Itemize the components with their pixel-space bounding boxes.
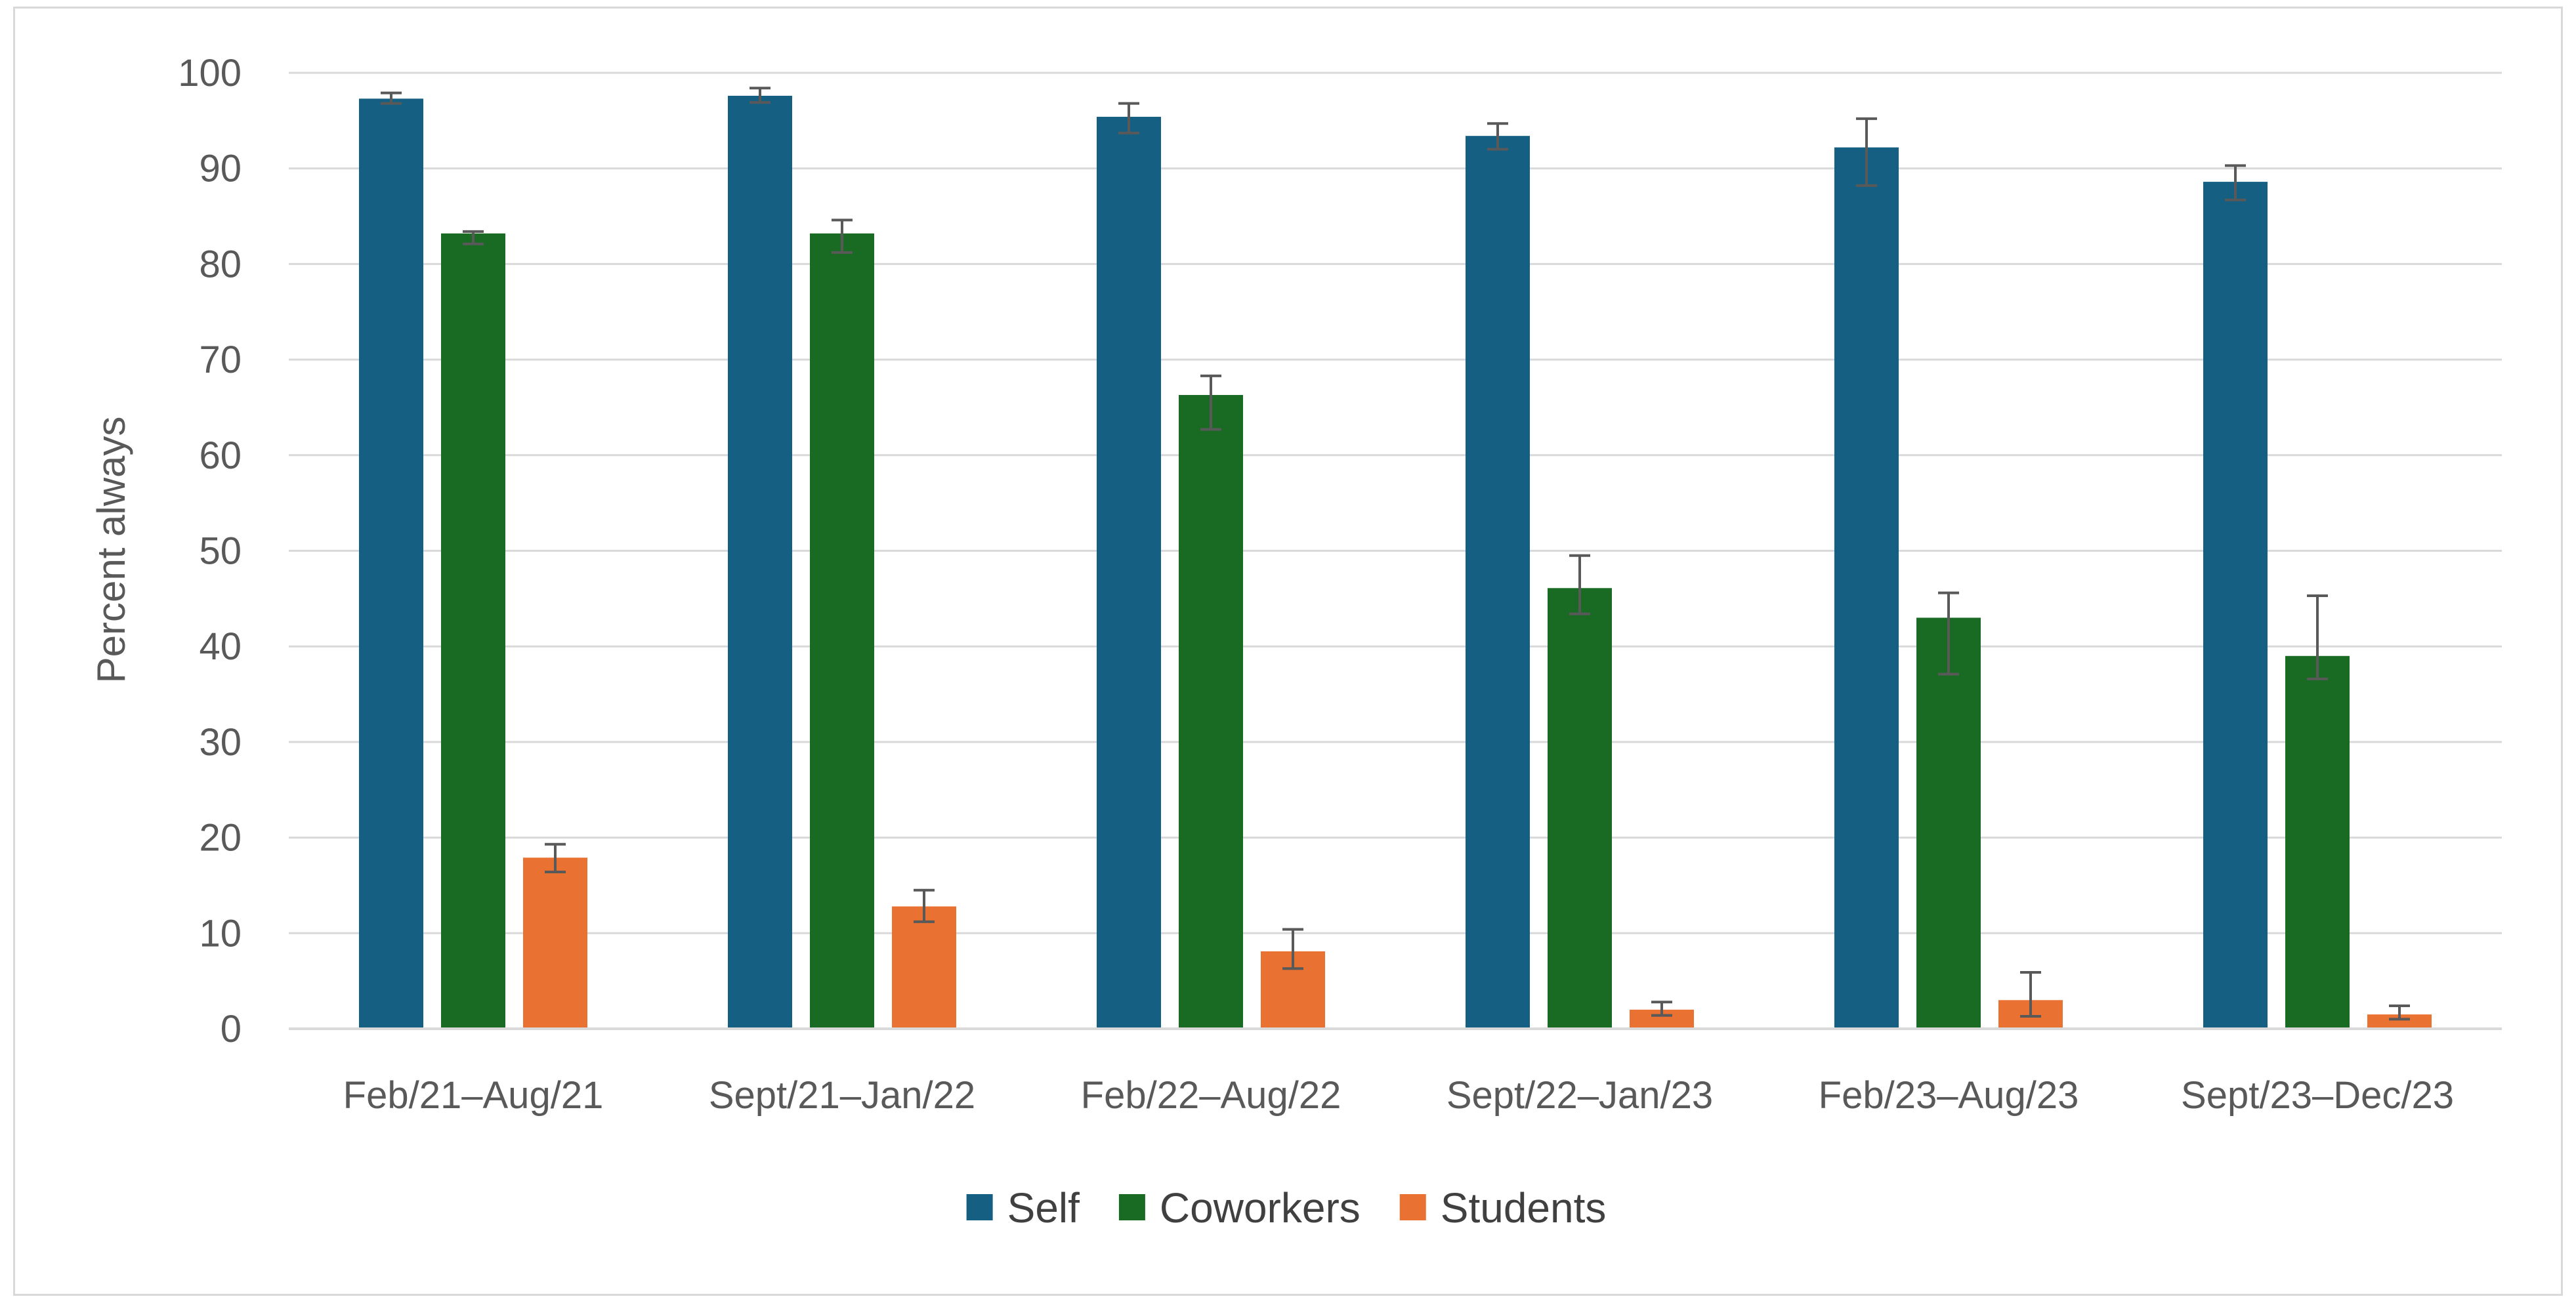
bar-self-2 [1097, 117, 1161, 1029]
bar-self-1 [728, 95, 792, 1029]
bar-self-3 [1466, 136, 1530, 1029]
x-tick-label: Sept/23–Dec/23 [2181, 1074, 2454, 1117]
bar-coworkers-3 [1548, 588, 1612, 1029]
bar-students-0 [523, 858, 587, 1029]
error-bars [381, 87, 2410, 1021]
x-tick-label: Sept/22–Jan/23 [1446, 1074, 1713, 1117]
legend-label: Coworkers [1160, 1184, 1361, 1232]
error-bar-self-3 [1487, 122, 1508, 151]
error-bar-students-0 [545, 842, 566, 874]
bar-coworkers-0 [441, 233, 505, 1029]
y-tick-label: 30 [199, 721, 242, 764]
y-tick-label: 50 [199, 530, 242, 573]
error-bar-coworkers-5 [2307, 594, 2328, 680]
bar-coworkers-1 [810, 233, 874, 1029]
y-tick-label: 10 [199, 912, 242, 955]
y-tick-label: 0 [221, 1008, 242, 1050]
error-bar-students-1 [914, 888, 935, 923]
legend-swatch [1118, 1194, 1145, 1220]
bar-coworkers-4 [1916, 617, 1981, 1029]
y-tick-label: 20 [199, 817, 242, 860]
legend-label: Students [1441, 1184, 1607, 1232]
error-bar-students-3 [1651, 1001, 1672, 1017]
error-bar-self-4 [1856, 117, 1877, 187]
bars [359, 95, 2432, 1029]
x-tick-label: Sept/21–Jan/22 [709, 1074, 975, 1117]
y-tick-label: 80 [199, 243, 242, 285]
legend-item-coworkers: Coworkers [1118, 1184, 1361, 1232]
x-tick-label: Feb/22–Aug/22 [1081, 1074, 1341, 1117]
y-tick-label: 90 [199, 148, 242, 190]
legend-item-students: Students [1399, 1184, 1607, 1232]
error-bar-coworkers-2 [1200, 374, 1221, 431]
y-tick-label: 70 [199, 339, 242, 381]
error-bar-students-4 [2020, 971, 2041, 1018]
error-bar-coworkers-3 [1569, 554, 1590, 615]
error-bar-self-5 [2225, 164, 2246, 201]
legend-item-self: Self [966, 1184, 1080, 1232]
y-tick-label: 100 [178, 52, 242, 94]
y-axis-ticks: 0 10 20 30 40 50 60 70 80 90 100 [178, 52, 242, 1050]
error-bar-self-0 [381, 91, 402, 105]
y-tick-label: 60 [199, 434, 242, 477]
x-axis-ticks: Feb/21–Aug/21 Sept/21–Jan/22 Feb/22–Aug/22… [343, 1074, 2454, 1117]
x-tick-label: Feb/21–Aug/21 [343, 1074, 604, 1117]
error-bar-coworkers-4 [1938, 591, 1959, 676]
error-bar-coworkers-0 [463, 230, 484, 245]
bar-coworkers-2 [1179, 395, 1243, 1029]
bar-self-5 [2203, 182, 2268, 1029]
bar-students-1 [892, 906, 956, 1029]
y-axis-title: Percent always [89, 417, 133, 684]
legend-swatch [1399, 1194, 1426, 1220]
bar-self-4 [1834, 147, 1899, 1029]
bar-coworkers-5 [2285, 655, 2350, 1029]
error-bar-students-5 [2389, 1005, 2410, 1021]
legend: Self Coworkers Students [966, 1184, 1607, 1232]
x-tick-label: Feb/23–Aug/23 [1819, 1074, 2079, 1117]
y-tick-label: 40 [199, 625, 242, 668]
gridlines [289, 72, 2502, 934]
bar-students-5 [2367, 1014, 2432, 1029]
legend-label: Self [1007, 1184, 1080, 1232]
chart-frame [13, 7, 2563, 1296]
legend-swatch [966, 1194, 993, 1220]
error-bar-students-2 [1282, 928, 1303, 970]
error-bar-coworkers-1 [832, 218, 853, 254]
bar-self-0 [359, 98, 423, 1029]
error-bar-self-2 [1118, 102, 1139, 135]
error-bar-self-1 [750, 87, 771, 104]
